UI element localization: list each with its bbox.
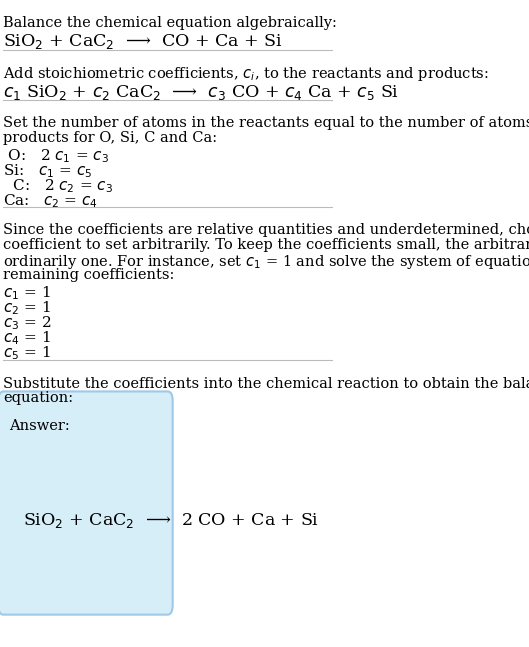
- Text: Add stoichiometric coefficients, $c_i$, to the reactants and products:: Add stoichiometric coefficients, $c_i$, …: [3, 65, 489, 83]
- FancyBboxPatch shape: [0, 391, 172, 615]
- Text: equation:: equation:: [3, 391, 74, 406]
- Text: $c_1$ = 1: $c_1$ = 1: [3, 285, 51, 302]
- Text: C:   2 $c_2$ = $c_3$: C: 2 $c_2$ = $c_3$: [3, 177, 113, 195]
- Text: Substitute the coefficients into the chemical reaction to obtain the balanced: Substitute the coefficients into the che…: [3, 377, 529, 391]
- Text: coefficient to set arbitrarily. To keep the coefficients small, the arbitrary va: coefficient to set arbitrarily. To keep …: [3, 238, 529, 252]
- Text: remaining coefficients:: remaining coefficients:: [3, 268, 175, 282]
- Text: Balance the chemical equation algebraically:: Balance the chemical equation algebraica…: [3, 16, 337, 30]
- Text: products for O, Si, C and Ca:: products for O, Si, C and Ca:: [3, 131, 217, 146]
- Text: $c_4$ = 1: $c_4$ = 1: [3, 329, 51, 347]
- Text: Since the coefficients are relative quantities and underdetermined, choose a: Since the coefficients are relative quan…: [3, 223, 529, 237]
- Text: $c_1$ SiO$_2$ + $c_2$ CaC$_2$  ⟶  $c_3$ CO + $c_4$ Ca + $c_5$ Si: $c_1$ SiO$_2$ + $c_2$ CaC$_2$ ⟶ $c_3$ CO…: [3, 83, 399, 102]
- Text: $c_5$ = 1: $c_5$ = 1: [3, 344, 51, 362]
- Text: $c_2$ = 1: $c_2$ = 1: [3, 300, 51, 317]
- Text: Ca:   $c_2$ = $c_4$: Ca: $c_2$ = $c_4$: [3, 192, 98, 210]
- Text: SiO$_2$ + CaC$_2$  ⟶  2 CO + Ca + Si: SiO$_2$ + CaC$_2$ ⟶ 2 CO + Ca + Si: [23, 511, 320, 530]
- Text: O:   2 $c_1$ = $c_3$: O: 2 $c_1$ = $c_3$: [3, 148, 110, 165]
- Text: Si:   $c_1$ = $c_5$: Si: $c_1$ = $c_5$: [3, 162, 93, 180]
- Text: Answer:: Answer:: [10, 419, 70, 433]
- Text: SiO$_2$ + CaC$_2$  ⟶  CO + Ca + Si: SiO$_2$ + CaC$_2$ ⟶ CO + Ca + Si: [3, 32, 283, 51]
- Text: $c_3$ = 2: $c_3$ = 2: [3, 314, 52, 332]
- Text: ordinarily one. For instance, set $c_1$ = 1 and solve the system of equations fo: ordinarily one. For instance, set $c_1$ …: [3, 253, 529, 271]
- Text: Set the number of atoms in the reactants equal to the number of atoms in the: Set the number of atoms in the reactants…: [3, 116, 529, 131]
